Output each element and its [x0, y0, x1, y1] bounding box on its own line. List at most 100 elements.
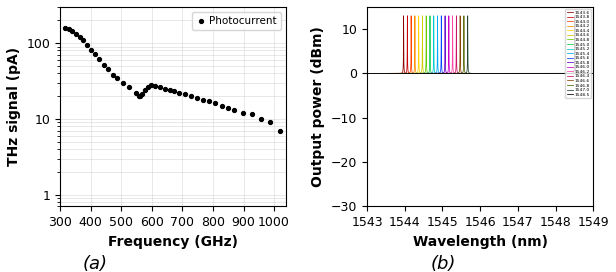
Photocurrent: [230, 109, 237, 112]
1544.6: [590, 72, 597, 75]
1544.8: [370, 72, 378, 75]
1543.6: [363, 72, 371, 75]
1543.6: [590, 72, 597, 75]
1545.4: [590, 72, 597, 75]
1544.4: [413, 72, 420, 75]
1546.0: [388, 72, 395, 75]
1546.4: [370, 72, 378, 75]
1545.6: [590, 72, 597, 75]
Line: 1544.6: 1544.6: [367, 16, 593, 73]
Photocurrent: [61, 26, 68, 29]
1546.2: [413, 72, 420, 75]
1546.6: [483, 72, 490, 75]
1546.4: [413, 72, 420, 75]
1545.0: [426, 14, 434, 17]
Photocurrent: [92, 52, 99, 55]
1544.6: [413, 72, 420, 75]
1544.0: [407, 14, 415, 17]
1545.0: [388, 72, 395, 75]
Photocurrent: [79, 38, 87, 42]
Photocurrent: [181, 93, 188, 96]
1545.0: [590, 72, 597, 75]
1547.0: [388, 72, 395, 75]
1544.2: [483, 72, 490, 75]
1543.6: [400, 14, 407, 17]
1543.8: [559, 72, 567, 75]
1546.2: [483, 72, 490, 75]
1546.6: [590, 72, 597, 75]
1548.5: [363, 72, 371, 75]
Photocurrent: [187, 94, 195, 98]
Line: 1544.4: 1544.4: [367, 16, 593, 73]
1545.2: [430, 14, 437, 17]
1546.6: [363, 72, 371, 75]
1544.2: [413, 71, 420, 75]
1543.6: [418, 72, 425, 75]
1544.0: [363, 72, 371, 75]
Photocurrent: [175, 91, 182, 95]
Photocurrent: [212, 102, 219, 105]
1543.6: [370, 72, 378, 75]
1544.4: [590, 72, 597, 75]
1546.4: [418, 72, 425, 75]
1546.4: [483, 72, 490, 75]
1546.2: [370, 72, 378, 75]
Line: 1548.5: 1548.5: [367, 16, 593, 73]
Line: 1544.0: 1544.0: [367, 16, 593, 73]
1545.8: [483, 72, 490, 75]
Photocurrent: [83, 43, 91, 47]
1545.2: [590, 72, 597, 75]
1545.6: [388, 72, 395, 75]
1544.0: [370, 72, 378, 75]
1548.5: [571, 14, 578, 17]
1548.5: [413, 72, 420, 75]
1543.8: [413, 72, 420, 75]
1547.0: [590, 72, 597, 75]
1545.8: [559, 72, 567, 75]
Line: Photocurrent: Photocurrent: [63, 26, 282, 132]
1545.4: [559, 72, 567, 75]
1546.6: [456, 14, 464, 17]
Photocurrent: [137, 94, 144, 98]
1546.4: [453, 14, 460, 17]
Photocurrent: [200, 98, 207, 101]
Line: 1545.6: 1545.6: [367, 16, 593, 73]
Photocurrent: [68, 29, 76, 33]
1546.6: [370, 72, 378, 75]
1543.8: [363, 72, 371, 75]
X-axis label: Frequency (GHz): Frequency (GHz): [108, 235, 238, 249]
1544.6: [370, 72, 378, 75]
Photocurrent: [109, 73, 116, 77]
Photocurrent: [218, 104, 225, 107]
1546.0: [445, 14, 453, 17]
Y-axis label: THz signal (pA): THz signal (pA): [7, 47, 21, 166]
1543.8: [418, 72, 425, 75]
1544.8: [483, 72, 490, 75]
Line: 1546.0: 1546.0: [367, 16, 593, 73]
1546.0: [413, 72, 420, 75]
1545.8: [590, 72, 597, 75]
1543.8: [590, 72, 597, 75]
1544.0: [413, 72, 420, 75]
1546.8: [590, 72, 597, 75]
1546.2: [559, 72, 567, 75]
Photocurrent: [267, 121, 274, 124]
Photocurrent: [100, 63, 108, 66]
Y-axis label: Output power (dBm): Output power (dBm): [311, 26, 325, 187]
Line: 1545.2: 1545.2: [367, 16, 593, 73]
1545.6: [413, 72, 420, 75]
Line: 1545.8: 1545.8: [367, 16, 593, 73]
1544.4: [418, 72, 425, 75]
1545.0: [363, 72, 371, 75]
Photocurrent: [144, 86, 152, 89]
1548.5: [559, 72, 567, 75]
Photocurrent: [142, 88, 149, 92]
1544.8: [388, 72, 395, 75]
1548.5: [590, 72, 597, 75]
1548.5: [370, 72, 378, 75]
1547.0: [363, 72, 371, 75]
Photocurrent: [171, 90, 178, 93]
Line: 1545.4: 1545.4: [367, 16, 593, 73]
1543.8: [370, 72, 378, 75]
1546.2: [418, 72, 425, 75]
